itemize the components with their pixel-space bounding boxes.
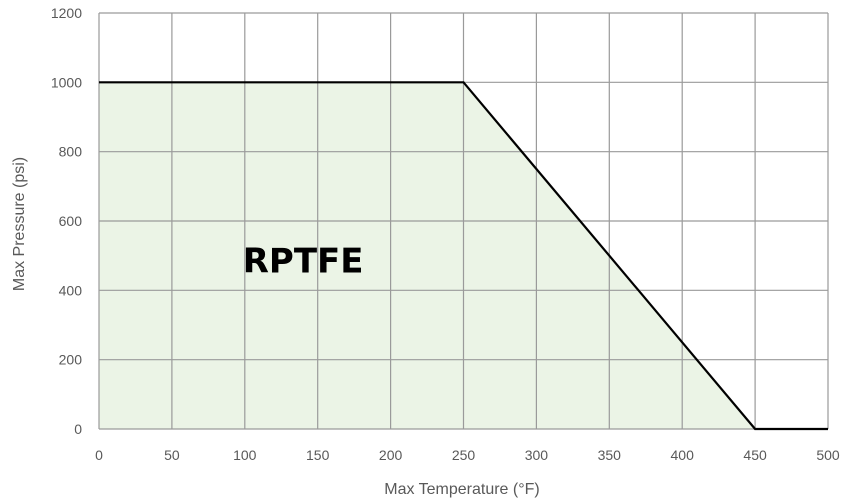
x-tick-label: 300	[525, 447, 549, 463]
y-tick-label: 0	[74, 421, 82, 437]
fill-layer	[99, 82, 756, 429]
pressure-limit-line	[99, 81, 828, 431]
x-tick-label: 350	[598, 447, 622, 463]
x-axis-title: Max Temperature (°F)	[384, 481, 539, 498]
y-tick-label: 400	[59, 282, 83, 298]
y-tick-labels: 0 200 400 600 800 1000 1200	[51, 5, 82, 437]
x-tick-label: 200	[379, 447, 403, 463]
y-axis-title: Max Pressure (psi)	[11, 157, 28, 291]
y-tick-label: 800	[59, 144, 83, 160]
x-tick-label: 450	[743, 447, 767, 463]
y-tick-label: 1200	[51, 5, 82, 21]
y-tick-label: 1000	[51, 74, 82, 90]
y-tick-label: 600	[59, 213, 83, 229]
x-tick-label: 150	[306, 447, 330, 463]
x-tick-label: 100	[233, 447, 257, 463]
x-tick-label: 50	[164, 447, 180, 463]
series-layer	[99, 81, 828, 431]
x-tick-label: 400	[671, 447, 695, 463]
x-tick-label: 0	[95, 447, 103, 463]
region-label: RPTFE	[243, 242, 364, 282]
y-tick-label: 200	[59, 352, 83, 368]
operating-region-fill	[99, 82, 756, 429]
x-tick-label: 250	[452, 447, 476, 463]
annotation-layer: RPTFE	[243, 242, 364, 282]
x-tick-label: 500	[816, 447, 840, 463]
x-tick-labels: 0 50 100 150 200 250 300 350 400 450 500	[95, 447, 840, 463]
